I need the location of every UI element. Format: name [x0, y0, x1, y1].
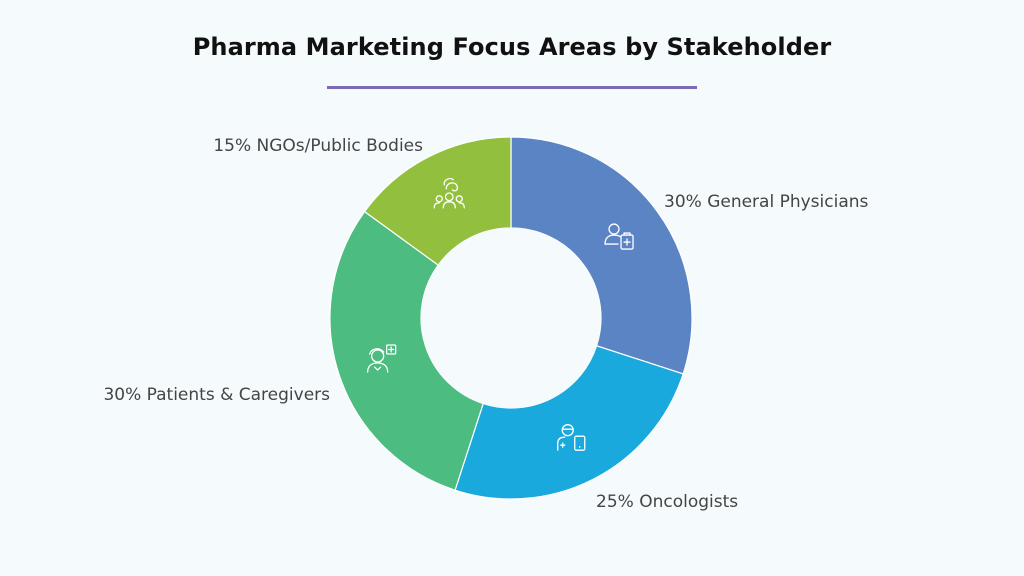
group-people-icon — [433, 177, 465, 209]
slice-icons — [367, 177, 634, 451]
label-ngos-public-bodies: 15% NGOs/Public Bodies — [213, 136, 423, 156]
label-patients-caregivers: 30% Patients & Caregivers — [103, 385, 330, 405]
title-underline — [327, 86, 697, 89]
oncologist-tablet-icon — [557, 424, 586, 451]
donut-hole — [421, 228, 601, 408]
patient-plus-icon — [367, 344, 397, 373]
label-oncologists: 25% Oncologists — [596, 492, 738, 512]
chart-title: Pharma Marketing Focus Areas by Stakehol… — [192, 33, 832, 61]
doctor-clipboard-icon — [604, 223, 634, 250]
slice-labels: 30% General Physicians 25% Oncologists 30%… — [103, 136, 868, 512]
label-general-physicians: 30% General Physicians — [664, 192, 869, 212]
